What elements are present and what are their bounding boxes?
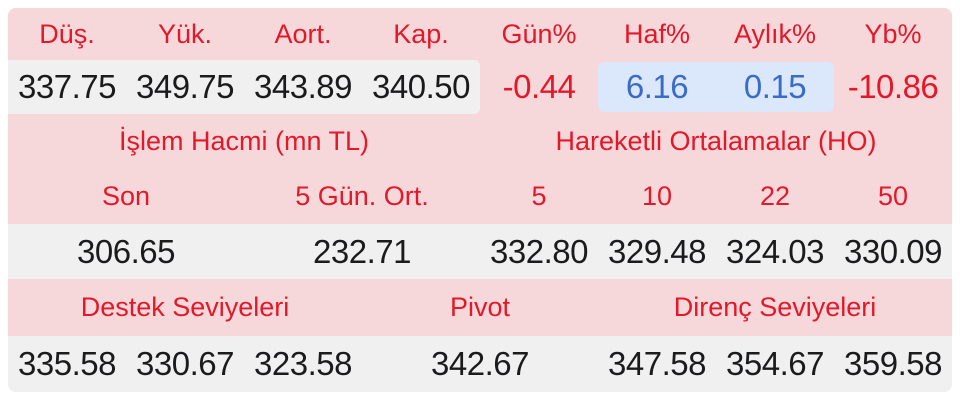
levels-title-row: Destek Seviyeleri Pivot Direnç Seviyeler… (8, 279, 952, 336)
summary-value-row: 337.75 349.75 343.89 340.50 -0.44 6.16 0… (8, 60, 952, 114)
volume-value-son: 306.65 (8, 224, 244, 279)
value-aort: 343.89 (244, 60, 362, 114)
ma-header-50: 50 (834, 169, 952, 224)
ma-header-5: 5 (480, 169, 598, 224)
value-gun-pct: -0.44 (480, 60, 598, 114)
volume-section-title: İşlem Hacmi (mn TL) (8, 114, 480, 169)
support-levels-title: Destek Seviyeleri (8, 279, 362, 336)
header-gun-pct: Gün% (480, 8, 598, 60)
value-kap: 340.50 (362, 60, 480, 114)
value-yb-pct: -10.86 (834, 60, 952, 114)
ma-header-10: 10 (598, 169, 716, 224)
header-dus: Düş. (8, 8, 126, 60)
ma-value-22: 324.03 (716, 224, 834, 279)
support-value-2: 330.67 (126, 336, 244, 392)
section-title-row: İşlem Hacmi (mn TL) Hareketli Ortalamala… (8, 114, 952, 169)
ma-value-10: 329.48 (598, 224, 716, 279)
resistance-value-1: 347.58 (598, 336, 716, 392)
header-aylik-pct: Aylık% (716, 8, 834, 60)
header-kap: Kap. (362, 8, 480, 60)
levels-value-row: 335.58 330.67 323.58 342.67 347.58 354.6… (8, 336, 952, 392)
weekly-monthly-highlight: 6.16 0.15 (598, 60, 834, 114)
ma-value-5: 332.80 (480, 224, 598, 279)
support-value-3: 323.58 (244, 336, 362, 392)
volume-header-son: Son (8, 169, 244, 224)
resistance-levels-title: Direnç Seviyeleri (598, 279, 952, 336)
volume-value-5gun-ort: 232.71 (244, 224, 480, 279)
value-aylik-pct: 0.15 (743, 68, 807, 105)
header-aort: Aort. (244, 8, 362, 60)
pivot-title: Pivot (362, 279, 598, 336)
ma-header-22: 22 (716, 169, 834, 224)
header-haf-pct: Haf% (598, 8, 716, 60)
stock-stats-table: Düş. Yük. Aort. Kap. Gün% Haf% Aylık% Yb… (8, 8, 952, 392)
moving-averages-section-title: Hareketli Ortalamalar (HO) (480, 114, 952, 169)
volume-header-5gun-ort: 5 Gün. Ort. (244, 169, 480, 224)
resistance-value-2: 354.67 (716, 336, 834, 392)
volume-ma-value-row: 306.65 232.71 332.80 329.48 324.03 330.0… (8, 224, 952, 279)
value-haf-pct: 6.16 (625, 68, 689, 105)
value-yuk: 349.75 (126, 60, 244, 114)
header-yuk: Yük. (126, 8, 244, 60)
value-dus: 337.75 (8, 60, 126, 114)
pivot-value: 342.67 (362, 336, 598, 392)
summary-header-row: Düş. Yük. Aort. Kap. Gün% Haf% Aylık% Yb… (8, 8, 952, 60)
header-yb-pct: Yb% (834, 8, 952, 60)
weekly-monthly-highlight-inner: 6.16 0.15 (598, 62, 834, 112)
ma-value-50: 330.09 (834, 224, 952, 279)
sub-header-row: Son 5 Gün. Ort. 5 10 22 50 (8, 169, 952, 224)
support-value-1: 335.58 (8, 336, 126, 392)
resistance-value-3: 359.58 (834, 336, 952, 392)
